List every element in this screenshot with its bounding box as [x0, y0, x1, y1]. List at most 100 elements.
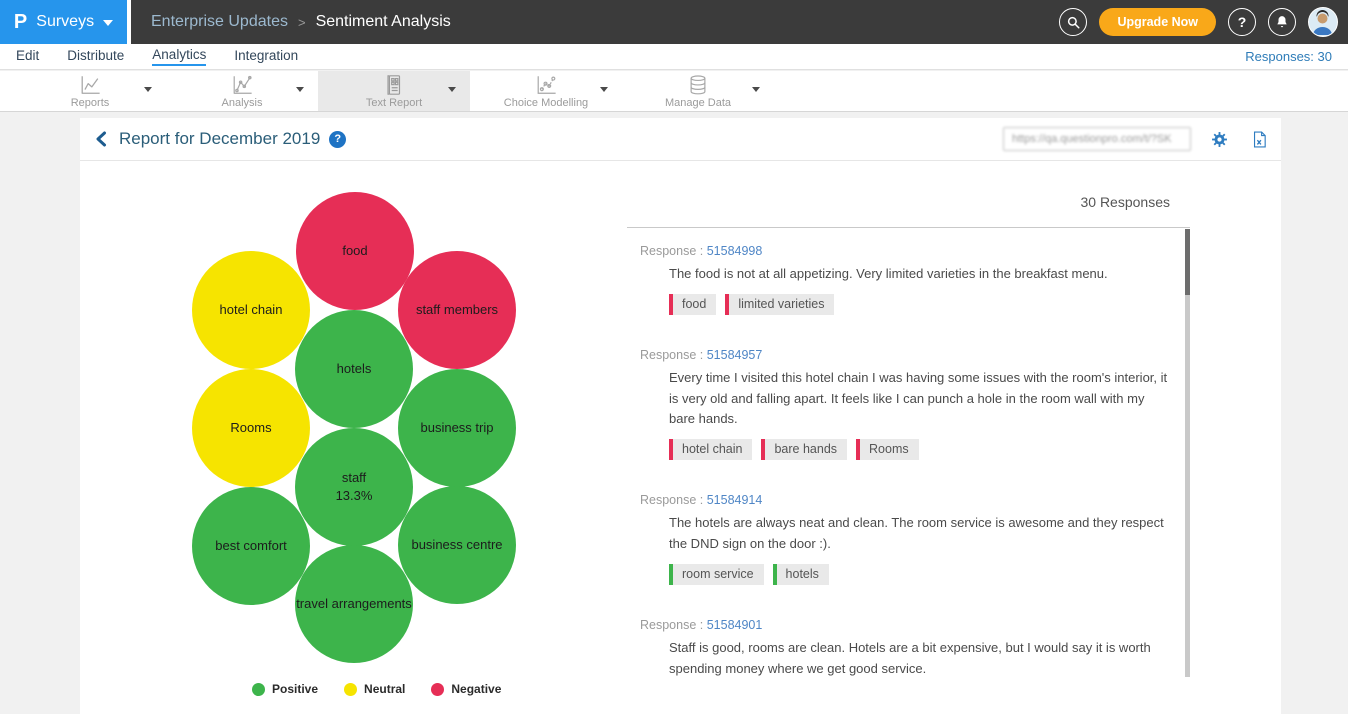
sentiment-tag[interactable]: food	[669, 293, 717, 315]
menu-item-edit[interactable]: Edit	[16, 48, 40, 63]
bubble-label: staff members	[415, 302, 499, 318]
response-id-link[interactable]: 51584914	[706, 493, 763, 508]
choice-chart-icon	[535, 74, 557, 96]
bubble-label: staff	[341, 470, 367, 486]
chevron-down-icon[interactable]	[448, 87, 456, 92]
help-button[interactable]: ?	[1228, 8, 1256, 36]
chevron-down-icon[interactable]	[752, 87, 760, 92]
chevron-down-icon[interactable]	[296, 87, 304, 92]
toolbar-tab-label: Analysis	[221, 96, 263, 109]
toolbar-tab-manage-data[interactable]: Manage Data	[622, 71, 774, 111]
upgrade-now-button[interactable]: Upgrade Now	[1099, 8, 1216, 36]
bubble-label: best comfort	[215, 538, 287, 554]
bubble-hotels[interactable]: hotels	[295, 310, 413, 428]
share-url-input[interactable]	[1003, 127, 1191, 151]
bubble-label: business trip	[420, 420, 494, 436]
sentiment-tag[interactable]: Rooms	[856, 439, 919, 461]
toolbar-tab-label: Reports	[70, 96, 110, 109]
question-mark-icon: ?	[1237, 14, 1247, 30]
legend-item-positive: Positive	[252, 682, 318, 696]
search-button[interactable]	[1059, 8, 1088, 36]
response-item: Response : 51584998 The food is not at al…	[627, 244, 1190, 315]
bubble-hotel-chain[interactable]: hotel chain	[192, 251, 310, 369]
response-text: The hotels are always neat and clean. Th…	[669, 515, 1164, 551]
sentiment-tag[interactable]: hotels	[772, 563, 829, 585]
avatar-photo	[1309, 8, 1336, 35]
response-id-link[interactable]: 51584957	[706, 347, 763, 362]
sentiment-tag[interactable]: limited varieties	[725, 293, 835, 315]
bubble-travel-arrangements[interactable]: travel arrangements	[295, 545, 413, 663]
bubble-value: 13.3%	[335, 488, 373, 503]
app-switcher[interactable]: P Surveys	[0, 0, 127, 44]
app-name: Surveys	[36, 13, 95, 30]
response-id-link[interactable]: 51584901	[706, 617, 763, 632]
responses-counter[interactable]: Responses: 30	[1245, 49, 1332, 64]
legend-label: Negative	[451, 682, 502, 696]
chart-legend: Positive Neutral Negative	[252, 682, 501, 696]
scatter-chart-icon	[231, 74, 253, 96]
title-help-icon[interactable]: ?	[329, 130, 347, 148]
bubble-staff-members[interactable]: staff members	[398, 251, 516, 369]
bubble-business-trip[interactable]: business trip	[398, 369, 516, 487]
chevron-down-icon[interactable]	[600, 87, 608, 92]
response-text: The food is not at all appetizing. Very …	[669, 266, 1108, 281]
sentiment-tag[interactable]: room service	[669, 563, 764, 585]
menu-item-integration[interactable]: Integration	[234, 48, 299, 63]
breadcrumb: Enterprise Updates > Sentiment Analysis	[151, 13, 451, 31]
response-id-link[interactable]: 51584998	[706, 244, 763, 258]
toolbar-tab-reports[interactable]: Reports	[14, 71, 166, 111]
line-chart-icon	[79, 74, 101, 96]
back-button[interactable]	[95, 131, 107, 147]
bubble-staff[interactable]: staff 13.3%	[295, 428, 413, 546]
bell-icon	[1277, 16, 1287, 28]
chevron-left-icon	[96, 131, 106, 147]
toolbar-tab-analysis[interactable]: Analysis	[166, 71, 318, 111]
legend-item-neutral: Neutral	[344, 682, 405, 696]
toolbar-tab-choice-modelling[interactable]: Choice Modelling	[470, 71, 622, 111]
legend-label: Neutral	[364, 682, 406, 696]
user-avatar[interactable]	[1308, 7, 1338, 37]
scrollbar-thumb[interactable]	[1185, 229, 1190, 295]
bubble-food[interactable]: food	[296, 192, 414, 310]
database-icon	[687, 74, 709, 96]
search-icon	[1067, 16, 1080, 28]
bubble-label: hotel chain	[219, 302, 283, 318]
toolbar-tab-label: Text Report	[365, 96, 423, 109]
menu-item-distribute[interactable]: Distribute	[67, 48, 125, 63]
menu-item-analytics[interactable]: Analytics	[152, 47, 207, 66]
bubble-label: food	[342, 243, 368, 259]
legend-dot-icon	[344, 682, 358, 696]
questionpro-logo-icon: P	[13, 10, 28, 33]
response-label: Response : 51584914	[640, 493, 763, 508]
settings-button[interactable]	[1211, 131, 1228, 148]
report-card: Report for December 2019 ? 30 Responses …	[80, 118, 1281, 714]
sentiment-tag[interactable]: bare hands	[761, 439, 848, 461]
gear-icon	[1212, 131, 1227, 147]
bubble-label: travel arrangements	[296, 596, 412, 612]
legend-dot-icon	[431, 682, 445, 696]
scrollbar-track[interactable]	[1185, 229, 1190, 677]
responses-count-label: 30 Responses	[1080, 194, 1170, 210]
notifications-button[interactable]	[1268, 8, 1296, 36]
breadcrumb-survey-link[interactable]: Enterprise Updates	[151, 13, 288, 30]
responses-panel: Response : 51584998 The food is not at al…	[627, 227, 1190, 677]
export-button[interactable]	[1252, 130, 1267, 148]
response-item: Response : 51584957 Every time I visited …	[627, 347, 1190, 461]
bubble-rooms[interactable]: Rooms	[192, 369, 310, 487]
toolbar-tab-text-report[interactable]: Text Report	[318, 71, 470, 111]
response-tags: food limited varieties	[627, 293, 1190, 315]
responses-list: Response : 51584998 The food is not at al…	[627, 228, 1190, 677]
response-text: Staff is good, rooms are clean. Hotels a…	[669, 639, 1151, 676]
top-bar: P Surveys Enterprise Updates > Sentiment…	[0, 0, 1348, 44]
export-spreadsheet-icon	[1253, 130, 1266, 148]
chevron-down-icon[interactable]	[144, 87, 152, 92]
chevron-down-icon	[103, 20, 114, 26]
bubble-business-centre[interactable]: business centre	[398, 486, 516, 604]
response-item: Response : 51584901 Staff is good, rooms …	[627, 618, 1190, 677]
breadcrumb-current: Sentiment Analysis	[315, 13, 451, 30]
sentiment-tag[interactable]: hotel chain	[669, 439, 753, 461]
response-tags: room service hotels	[627, 563, 1190, 585]
response-label: Response : 51584998	[640, 244, 763, 258]
bubble-best-comfort[interactable]: best comfort	[192, 487, 310, 605]
